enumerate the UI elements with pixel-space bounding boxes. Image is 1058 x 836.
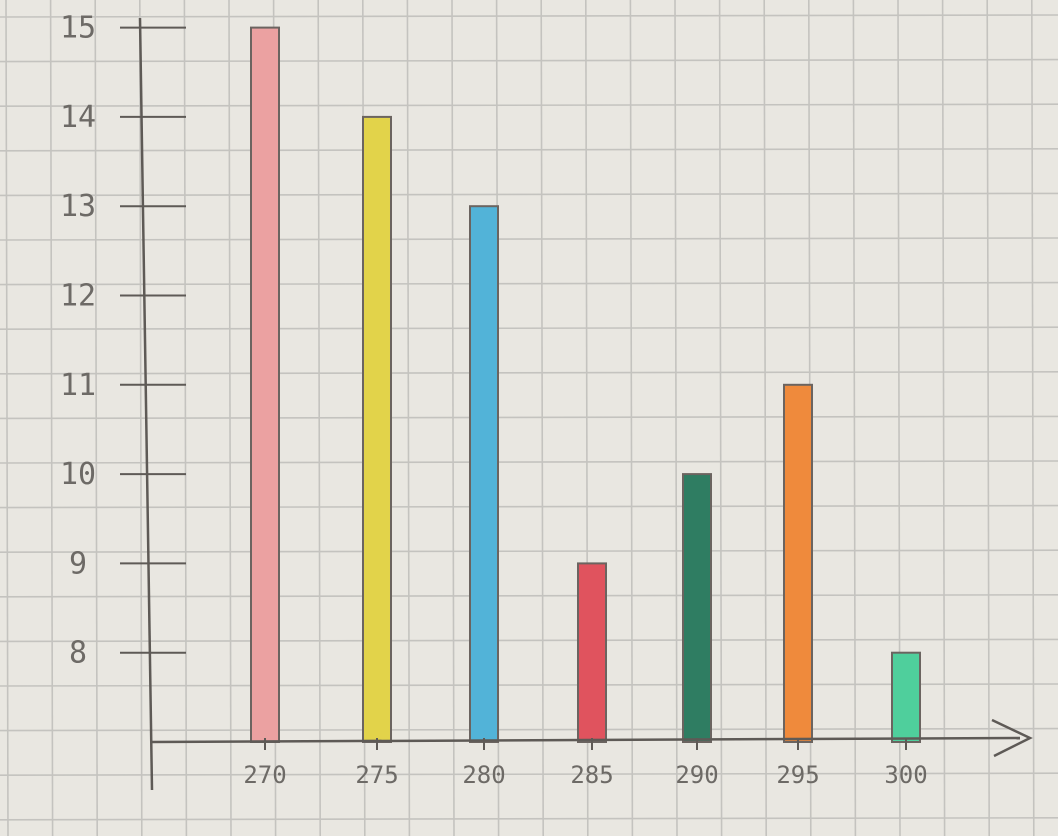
grid-line-vertical (1031, 0, 1035, 836)
y-tick-label: 12 (60, 279, 96, 314)
bar-285 (577, 562, 607, 744)
y-ticks: 8 9 10 11 12 13 14 15 (60, 11, 186, 671)
grid-line-horizontal (0, 415, 1058, 420)
grid-line-horizontal (0, 504, 1058, 509)
grid-line-horizontal (0, 683, 1058, 687)
grid-line-horizontal (0, 816, 1058, 821)
grid-line-horizontal (0, 460, 1058, 464)
grid-line-horizontal (0, 638, 1058, 643)
y-tick-label: 14 (60, 100, 96, 135)
grid-line-horizontal (0, 281, 1058, 286)
y-tick-label: 13 (60, 189, 96, 224)
x-tick-label: 280 (462, 761, 505, 789)
x-axis-line (149, 736, 1021, 744)
y-tick-label: 15 (60, 11, 96, 46)
grid-line-horizontal (0, 237, 1058, 241)
bar-295 (783, 383, 813, 743)
bar-290 (682, 473, 712, 743)
x-tick-label: 275 (355, 761, 398, 789)
grid-line-vertical (852, 0, 857, 836)
grid-line-horizontal (0, 192, 1058, 197)
bars (250, 26, 921, 744)
x-tick-label: 300 (884, 761, 927, 789)
y-axis-line (138, 17, 154, 791)
y-tick-label: 8 (69, 636, 87, 671)
grid-line-horizontal (0, 370, 1058, 375)
grid-line-vertical (986, 0, 991, 836)
grid-line-horizontal (0, 326, 1058, 331)
y-tick-label: 9 (69, 546, 87, 581)
bar-270 (250, 26, 280, 744)
x-category-labels: 270 275 280 285 290 295 300 (243, 738, 928, 789)
grid-line-horizontal (0, 593, 1058, 598)
grid-line-vertical (718, 0, 723, 836)
grid-line-vertical (674, 0, 678, 836)
y-tick-label: 11 (60, 368, 96, 403)
axes (138, 17, 1033, 791)
grid-line-horizontal (0, 58, 1058, 63)
x-tick-label: 270 (243, 761, 286, 789)
grid-line-horizontal (0, 772, 1058, 777)
x-tick-label: 285 (570, 761, 613, 789)
grid-line-horizontal (0, 549, 1058, 554)
grid-line-horizontal (0, 103, 1058, 107)
bar-275 (362, 115, 392, 743)
x-tick-label: 290 (675, 761, 718, 789)
bar-280 (469, 205, 499, 743)
x-axis-arrowhead (991, 718, 1033, 758)
grid-line-vertical (941, 0, 946, 836)
x-tick-label: 295 (776, 761, 819, 789)
grid-line-horizontal (0, 727, 1058, 732)
grid-line-horizontal (0, 14, 1058, 18)
grid-line-vertical (763, 0, 768, 836)
y-tick-label: 10 (60, 457, 96, 492)
bar-300 (891, 651, 921, 744)
grid-line-horizontal (0, 148, 1058, 152)
